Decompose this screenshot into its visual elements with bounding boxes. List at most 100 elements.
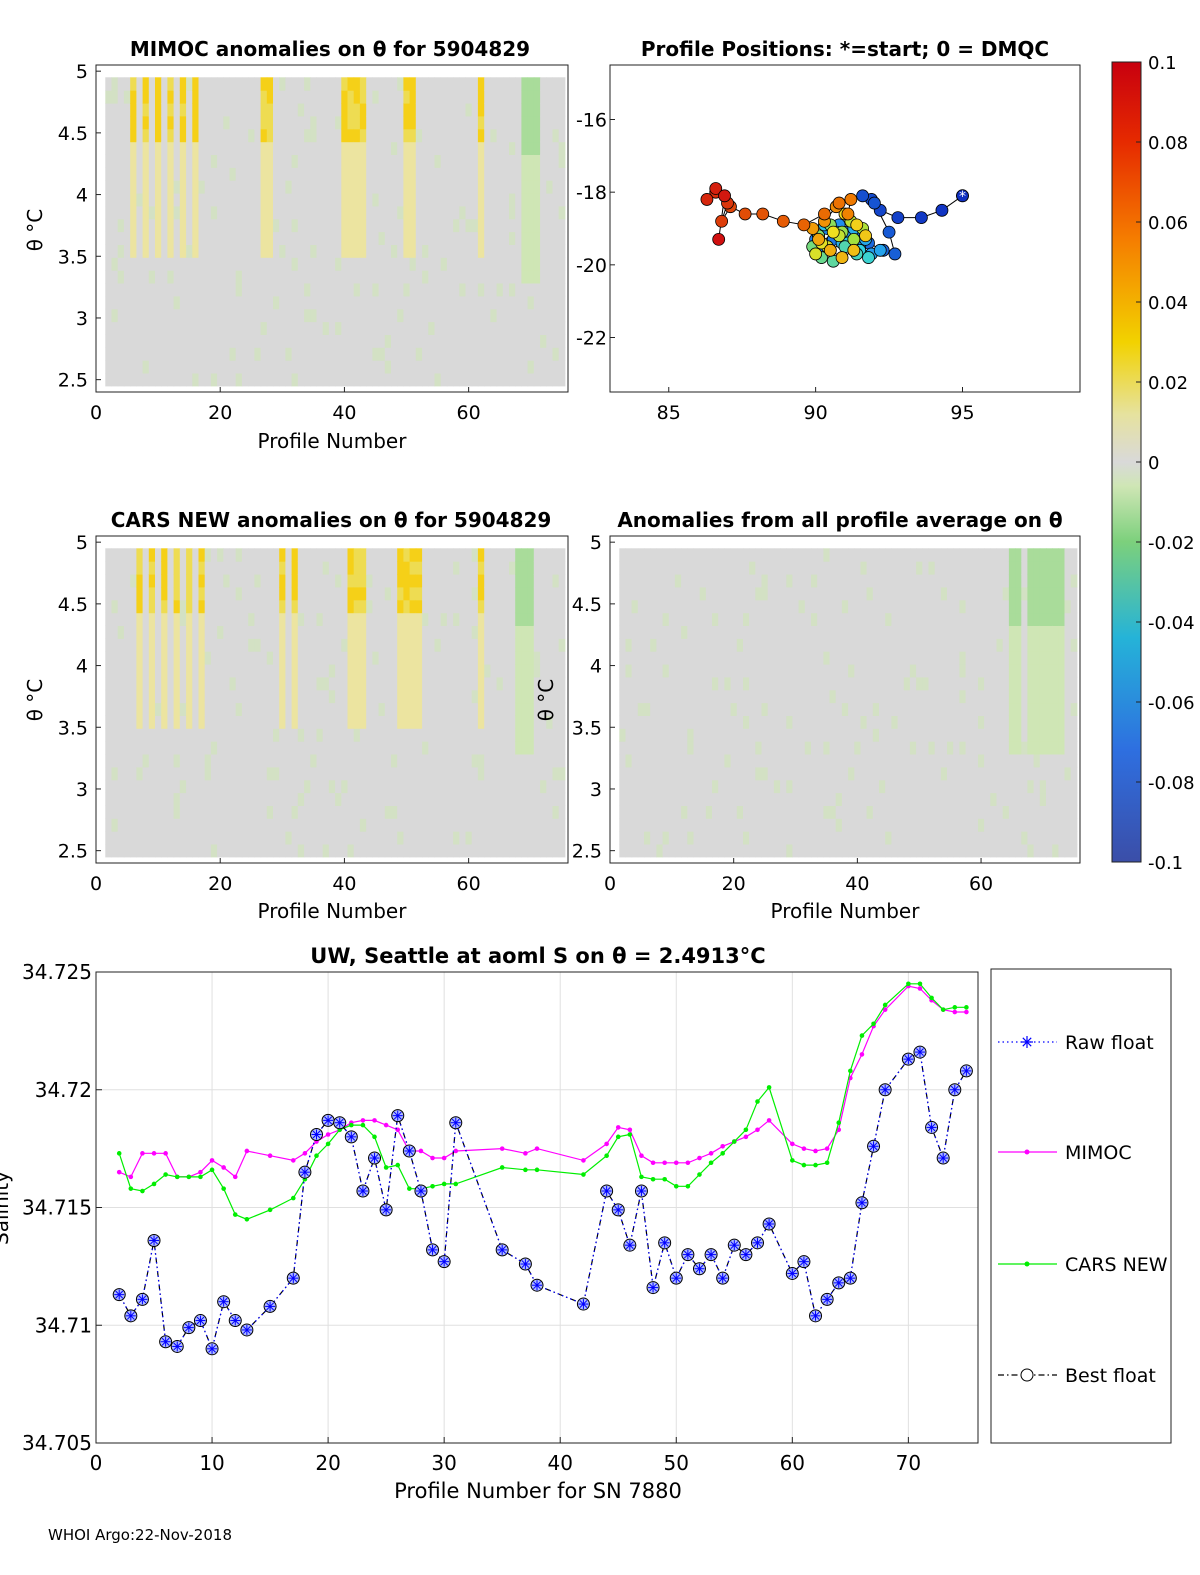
heatmap-cell (291, 321, 299, 335)
heatmap-cell (484, 141, 491, 155)
heatmap-cell (644, 651, 651, 665)
heatmap-cell (167, 360, 175, 374)
heatmap-cell (755, 676, 762, 691)
heatmap-cell (780, 702, 787, 716)
heatmap-cell (148, 831, 156, 845)
heatmap-cell (453, 257, 460, 271)
heatmap-cell (304, 728, 311, 742)
heatmap-cell (235, 664, 243, 678)
heatmap-cell (217, 651, 224, 665)
heatmap-cell (490, 599, 498, 614)
heatmap-cell (866, 651, 874, 665)
heatmap-cell (693, 728, 701, 742)
heatmap-cell (823, 574, 831, 588)
heatmap-cell (105, 360, 112, 374)
heatmap-cell (552, 792, 560, 806)
heatmap-cell (347, 689, 355, 704)
heatmap-cell (625, 818, 633, 832)
heatmap-cell (533, 295, 541, 310)
heatmap-cell (297, 103, 305, 117)
heatmap-cell (403, 715, 411, 729)
heatmap-cell (872, 676, 880, 691)
heatmap-cell (291, 193, 299, 207)
heatmap-cell (546, 295, 553, 310)
heatmap-cell (811, 715, 818, 729)
heatmap-cell (161, 193, 168, 207)
heatmap-cell (792, 689, 800, 704)
heatmap-cell (217, 231, 224, 245)
colorbar-tick-label: -0.1 (1148, 853, 1183, 874)
heatmap-cell (105, 334, 112, 348)
heatmap-cell (248, 257, 255, 271)
heatmap-cell (204, 561, 212, 575)
heatmap-cell (730, 664, 738, 678)
heatmap-cell (558, 180, 566, 194)
x-tick-label: 95 (950, 402, 974, 424)
heatmap-cell (804, 818, 812, 832)
heatmap-cell (297, 193, 305, 207)
heatmap-cell (477, 244, 485, 258)
heatmap-cell (903, 754, 911, 768)
heatmap-cell (161, 115, 168, 130)
heatmap-cell (130, 561, 137, 575)
heatmap-cell (117, 373, 125, 387)
heatmap-cell (509, 792, 516, 806)
heatmap-cell (767, 766, 775, 781)
heatmap-cell (817, 805, 824, 819)
heatmap-cell (111, 715, 119, 729)
heatmap-cell (897, 561, 905, 575)
heatmap-cell (229, 818, 237, 832)
heatmap-cell (909, 818, 917, 832)
heatmap-cell (718, 548, 725, 562)
heatmap-cell (384, 283, 392, 297)
heatmap-cell (546, 702, 553, 716)
heatmap-cell (662, 792, 670, 806)
heatmap-cell (161, 676, 168, 691)
heatmap-cell (111, 141, 119, 155)
heatmap-cell (372, 689, 380, 704)
heatmap-cell (422, 321, 429, 335)
heatmap-cell (415, 141, 423, 155)
heatmap-cell (928, 586, 936, 601)
heatmap-cell (254, 792, 262, 806)
heatmap-cell (210, 231, 218, 245)
heatmap-cell (446, 115, 454, 130)
heatmap-cell (335, 741, 342, 755)
heatmap-cell (811, 779, 818, 794)
heatmap-cell (335, 373, 342, 387)
heatmap-cell (366, 702, 373, 716)
heatmap-cell (428, 664, 435, 678)
heatmap-cell (117, 586, 125, 601)
heatmap-cell (192, 612, 199, 626)
heatmap-cell (210, 831, 218, 845)
heatmap-cell (866, 586, 874, 601)
heatmap-cell (415, 244, 423, 258)
heatmap-cell (161, 612, 168, 626)
heatmap-cell (928, 754, 936, 768)
heatmap-cell (366, 754, 373, 768)
heatmap-cell (718, 741, 725, 755)
heatmap-cell (502, 141, 510, 155)
heatmap-cell (353, 766, 361, 781)
heatmap-cell (743, 625, 750, 639)
heatmap-cell (366, 818, 373, 832)
heatmap-cell (625, 689, 633, 704)
heatmap-cell (465, 766, 473, 781)
heatmap-cell (397, 141, 404, 155)
heatmap-cell (477, 638, 485, 652)
heatmap-cell (453, 561, 460, 575)
colorbar-tick-label: 0.1 (1148, 53, 1177, 74)
heatmap-cell (291, 625, 299, 639)
heatmap-cell (235, 90, 243, 104)
heatmap-cell (297, 792, 305, 806)
profile-position (862, 251, 875, 264)
heatmap-cell (217, 103, 224, 117)
heatmap-cell (786, 548, 793, 562)
heatmap-cell (279, 231, 286, 245)
heatmap-cell (341, 599, 348, 614)
heatmap-cell (204, 754, 212, 768)
heatmap-cell (656, 844, 664, 858)
heatmap-cell (366, 141, 373, 155)
heatmap-cell (254, 128, 262, 143)
heatmap-cell (484, 244, 491, 258)
